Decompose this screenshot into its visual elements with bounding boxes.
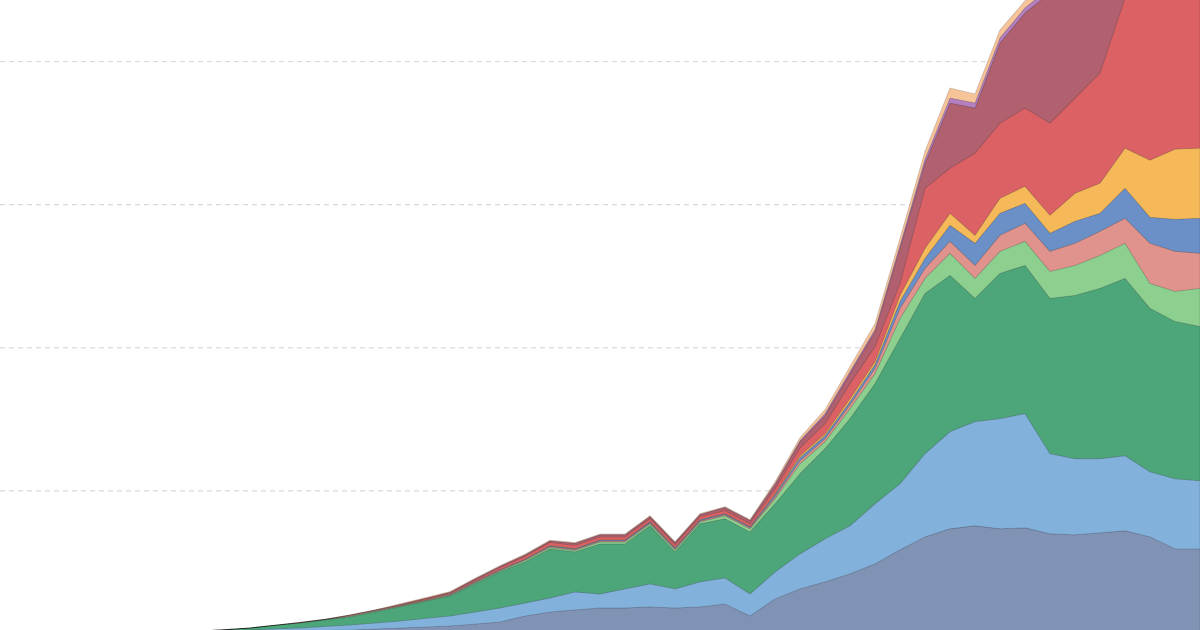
area	[211, 217, 1200, 630]
areas	[211, 0, 1200, 630]
area	[211, 187, 1200, 630]
area	[211, 0, 1036, 630]
area	[326, 525, 1200, 630]
area	[211, 0, 1125, 630]
